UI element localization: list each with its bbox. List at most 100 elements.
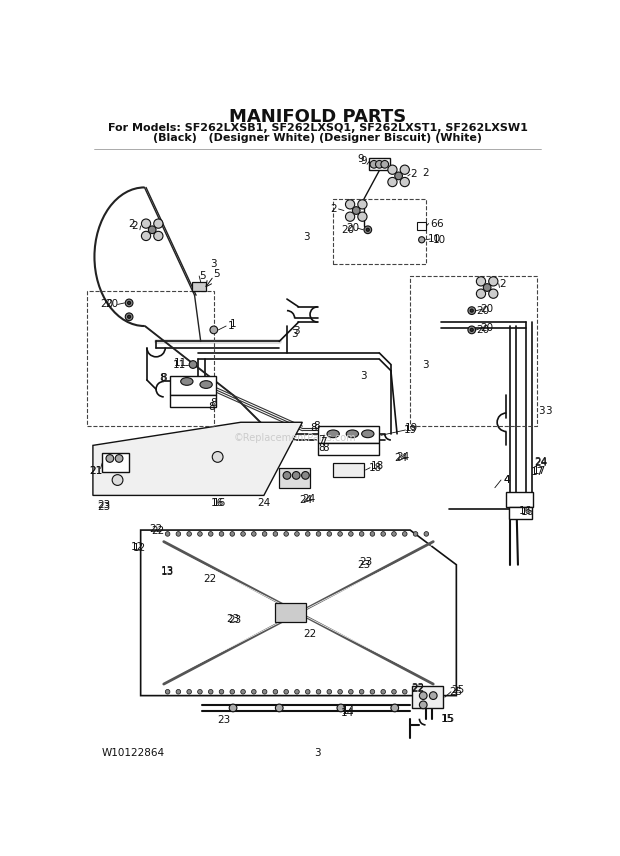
- Circle shape: [395, 172, 402, 180]
- Circle shape: [381, 532, 386, 536]
- Text: 17: 17: [531, 467, 544, 478]
- Text: 22: 22: [411, 683, 425, 693]
- Bar: [317, 443, 379, 455]
- Text: 20: 20: [477, 325, 490, 335]
- Circle shape: [294, 689, 299, 694]
- Text: 24: 24: [534, 458, 547, 468]
- Bar: [333, 463, 364, 477]
- Text: 3: 3: [538, 406, 544, 416]
- Text: 2: 2: [410, 169, 417, 179]
- Text: 23: 23: [357, 560, 371, 570]
- Text: 2: 2: [131, 221, 138, 231]
- Bar: [192, 282, 206, 291]
- Ellipse shape: [327, 430, 339, 437]
- Circle shape: [306, 689, 310, 694]
- Circle shape: [476, 289, 485, 298]
- Text: 20: 20: [100, 300, 113, 310]
- Circle shape: [376, 160, 383, 168]
- Text: 3: 3: [293, 325, 299, 336]
- Circle shape: [252, 689, 256, 694]
- Text: 8: 8: [210, 398, 217, 408]
- Circle shape: [358, 212, 367, 222]
- Text: 7: 7: [321, 437, 327, 447]
- Circle shape: [128, 315, 131, 318]
- Circle shape: [358, 199, 367, 209]
- Text: MANIFOLD PARTS: MANIFOLD PARTS: [229, 108, 406, 126]
- Circle shape: [470, 329, 473, 331]
- Text: (Black)   (Designer White) (Designer Biscuit) (White): (Black) (Designer White) (Designer Biscu…: [153, 134, 482, 143]
- Circle shape: [360, 689, 364, 694]
- Circle shape: [198, 532, 202, 536]
- Circle shape: [337, 704, 345, 712]
- Polygon shape: [93, 422, 303, 496]
- Text: 16: 16: [519, 506, 533, 516]
- Circle shape: [345, 212, 355, 222]
- Text: 16: 16: [211, 498, 224, 508]
- Text: 3: 3: [303, 233, 309, 242]
- Text: 24: 24: [394, 454, 407, 463]
- Circle shape: [388, 165, 397, 175]
- Text: 4: 4: [503, 475, 510, 485]
- Circle shape: [370, 689, 374, 694]
- Circle shape: [418, 237, 425, 243]
- Circle shape: [176, 532, 180, 536]
- Circle shape: [419, 701, 427, 709]
- Text: 16: 16: [521, 508, 534, 517]
- Text: 3: 3: [361, 371, 367, 381]
- Circle shape: [348, 532, 353, 536]
- Circle shape: [294, 532, 299, 536]
- Text: 23: 23: [228, 615, 241, 625]
- Text: 22: 22: [303, 629, 317, 639]
- Circle shape: [212, 451, 223, 462]
- Circle shape: [413, 532, 418, 536]
- Circle shape: [219, 532, 224, 536]
- Ellipse shape: [200, 381, 212, 389]
- Circle shape: [484, 283, 491, 291]
- Circle shape: [128, 301, 131, 305]
- Bar: [279, 468, 310, 488]
- Circle shape: [273, 689, 278, 694]
- Circle shape: [166, 532, 170, 536]
- Circle shape: [187, 532, 192, 536]
- Text: ©ReplacementParts.com: ©ReplacementParts.com: [233, 432, 356, 443]
- Circle shape: [470, 309, 473, 312]
- Text: 20: 20: [480, 304, 494, 314]
- Text: 16: 16: [213, 498, 226, 508]
- Circle shape: [112, 474, 123, 485]
- Text: 24: 24: [299, 495, 313, 505]
- Text: 4: 4: [504, 475, 510, 485]
- Circle shape: [241, 532, 246, 536]
- Circle shape: [316, 532, 321, 536]
- Circle shape: [370, 532, 374, 536]
- Text: 22: 22: [411, 685, 425, 694]
- Circle shape: [106, 455, 113, 462]
- Text: 24: 24: [257, 498, 270, 508]
- Text: 5: 5: [213, 269, 219, 279]
- Bar: [507, 491, 533, 507]
- Text: For Models: SF262LXSB1, SF262LXSQ1, SF262LXST1, SF262LXSW1: For Models: SF262LXSB1, SF262LXSQ1, SF26…: [108, 123, 528, 134]
- Circle shape: [284, 689, 288, 694]
- Circle shape: [402, 532, 407, 536]
- Text: 25: 25: [451, 686, 464, 695]
- Circle shape: [400, 165, 409, 175]
- Text: 11: 11: [172, 360, 186, 370]
- Circle shape: [219, 689, 224, 694]
- Text: 9: 9: [361, 157, 367, 166]
- Circle shape: [154, 231, 163, 241]
- Circle shape: [208, 689, 213, 694]
- Circle shape: [141, 231, 151, 241]
- Ellipse shape: [180, 377, 193, 385]
- Text: 23: 23: [97, 502, 110, 512]
- Text: 23: 23: [359, 557, 372, 568]
- Text: 10: 10: [433, 235, 446, 245]
- Text: 10: 10: [428, 234, 441, 244]
- Text: 5: 5: [199, 271, 206, 281]
- Circle shape: [424, 532, 428, 536]
- Text: 24: 24: [534, 456, 547, 467]
- Circle shape: [392, 532, 396, 536]
- Circle shape: [413, 689, 418, 694]
- Text: 2: 2: [128, 219, 135, 229]
- Text: 12: 12: [131, 542, 144, 552]
- Circle shape: [489, 289, 498, 298]
- Text: 6: 6: [436, 218, 443, 229]
